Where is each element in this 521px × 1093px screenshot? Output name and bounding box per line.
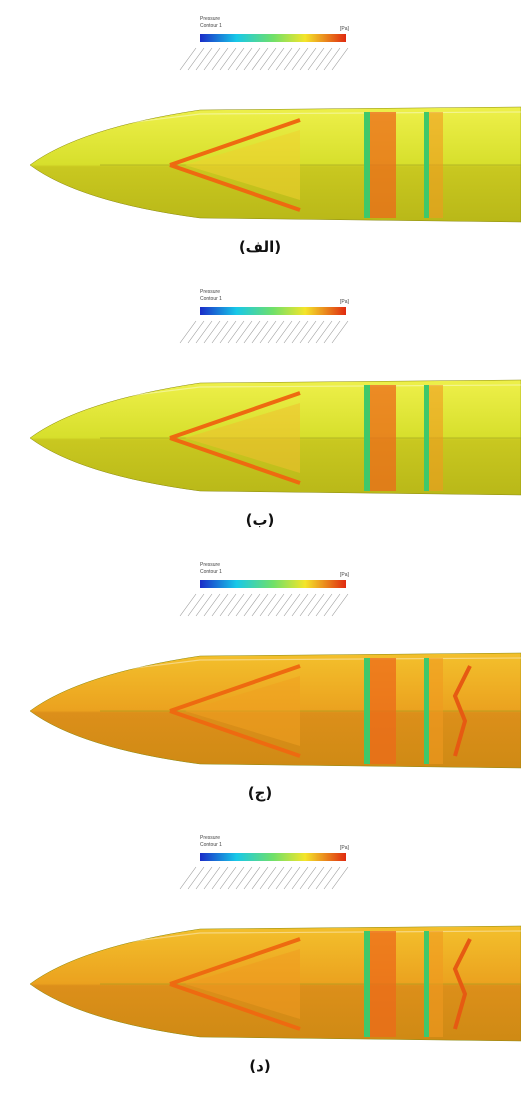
legend-title: Pressure bbox=[200, 16, 220, 22]
legend-unit: [Pa] bbox=[340, 572, 350, 578]
colorbar bbox=[180, 34, 348, 70]
legend-subtitle: Contour 1 bbox=[200, 569, 222, 575]
legend-unit: [Pa] bbox=[340, 26, 350, 32]
legend-subtitle: Contour 1 bbox=[200, 296, 222, 302]
legend-title: Pressure bbox=[200, 289, 220, 295]
legend-subtitle: Contour 1 bbox=[200, 842, 222, 848]
legend-title: Pressure bbox=[200, 835, 220, 841]
hull-contour bbox=[30, 926, 521, 1041]
legend-subtitle: Contour 1 bbox=[200, 23, 222, 29]
colorbar bbox=[180, 580, 348, 616]
caption: (الف) bbox=[239, 238, 281, 256]
legend-title: Pressure bbox=[200, 562, 220, 568]
figure: PressureContour 1[Pa](الف)PressureContou… bbox=[0, 0, 521, 1092]
legend-unit: [Pa] bbox=[340, 845, 350, 851]
colorbar bbox=[180, 853, 348, 889]
caption: (د) bbox=[249, 1057, 270, 1075]
hull-contour bbox=[30, 107, 521, 222]
page: {"panels": [ {"legend": {"title": "Press… bbox=[0, 0, 521, 1093]
caption: (ب) bbox=[246, 511, 275, 529]
legend-unit: [Pa] bbox=[340, 299, 350, 305]
caption: (ج) bbox=[248, 784, 273, 802]
hull-contour bbox=[30, 653, 521, 768]
hull-contour bbox=[30, 380, 521, 495]
colorbar bbox=[180, 307, 348, 343]
